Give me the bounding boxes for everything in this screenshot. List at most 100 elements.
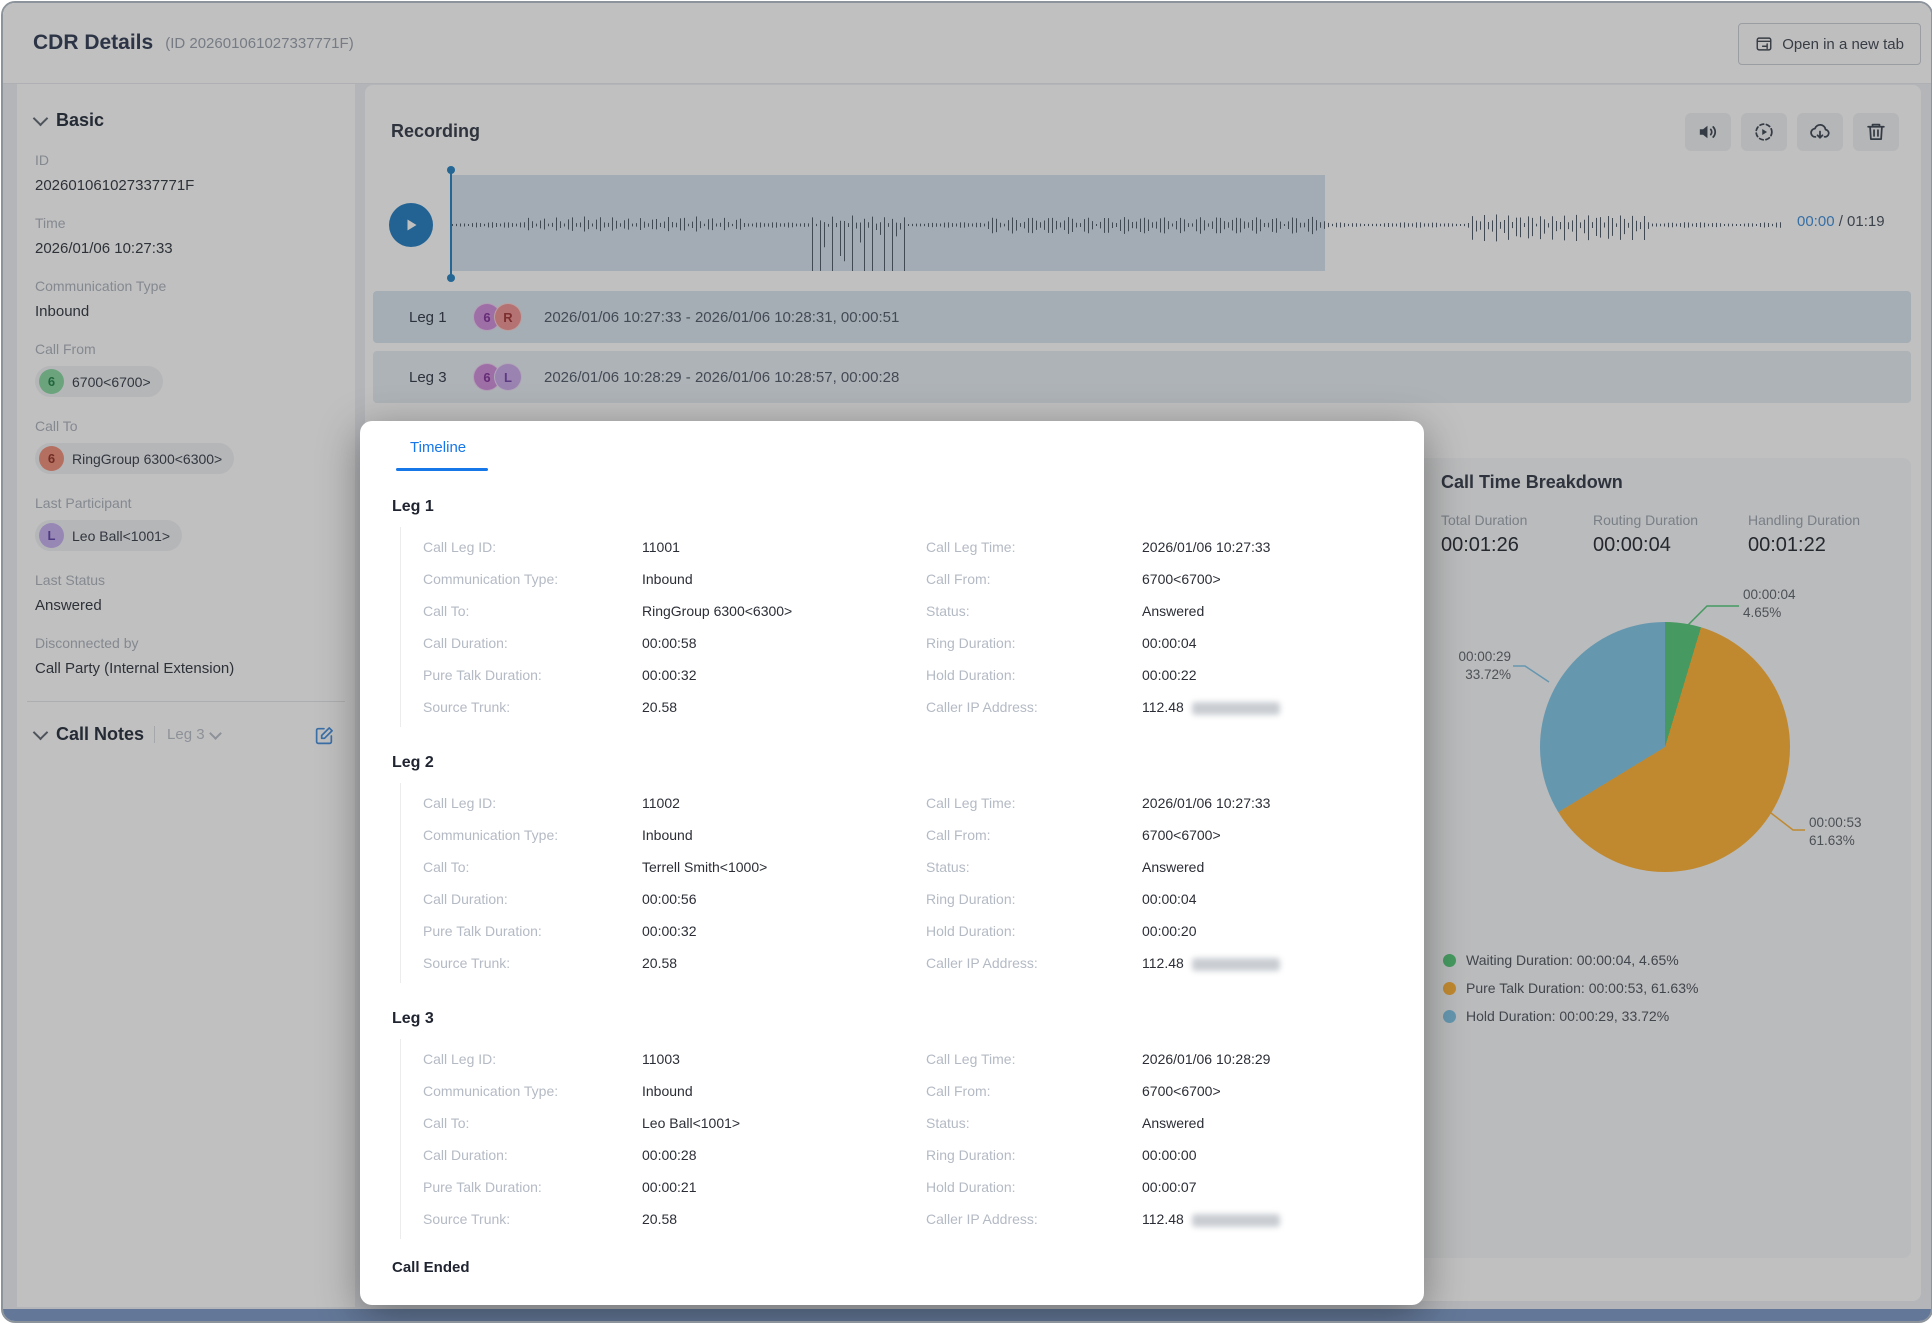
waveform[interactable] bbox=[447, 166, 1785, 282]
field-label: Status: bbox=[926, 859, 970, 875]
playback-time: 00:00 / 01:19 bbox=[1797, 213, 1885, 230]
field-value: Leo Ball<1001> bbox=[642, 1115, 741, 1131]
field-label: Last Participant bbox=[35, 495, 132, 511]
delete-icon bbox=[1864, 120, 1888, 144]
field-label: Call To: bbox=[423, 603, 470, 619]
field-row: Source Trunk: 20.58 Caller IP Address: 112.… bbox=[423, 691, 1388, 723]
pie-callout: 00:00:29 33.72% bbox=[1458, 649, 1511, 682]
pie-callout: 00:00:04 4.65% bbox=[1743, 587, 1796, 620]
field-label: Hold Duration: bbox=[926, 667, 1016, 683]
field-value: Answered bbox=[1142, 1115, 1205, 1131]
download-button[interactable] bbox=[1797, 113, 1843, 151]
call-notes-leg-selector[interactable]: Leg 3 bbox=[154, 726, 222, 743]
chevron-down-icon bbox=[32, 724, 49, 741]
pie-callout: 00:00:53 61.63% bbox=[1809, 815, 1862, 848]
field-row: Call Duration: 00:00:58 Ring Duration: 00:0… bbox=[423, 627, 1388, 659]
field-label: Call To: bbox=[423, 859, 470, 875]
field-value: 11001 bbox=[642, 539, 680, 555]
field-label: Call Duration: bbox=[423, 891, 508, 907]
page-title: CDR Details bbox=[33, 31, 154, 54]
legend-label: Pure Talk Duration: 00:00:53, 61.63% bbox=[1466, 980, 1699, 996]
playhead-cursor[interactable] bbox=[447, 166, 455, 282]
playback-speed-button[interactable] bbox=[1741, 113, 1787, 151]
call-ended-label: Call Ended bbox=[392, 1259, 470, 1276]
delete-button[interactable] bbox=[1853, 113, 1899, 151]
legend-dot-icon bbox=[1443, 981, 1456, 995]
bottom-accent-bar bbox=[3, 1309, 1931, 1321]
field-label: Call Duration: bbox=[423, 635, 508, 651]
timeline-modal: Timeline Leg 1 Call Leg ID: 11001 Call Leg … bbox=[360, 421, 1424, 1305]
edit-note-icon[interactable] bbox=[314, 725, 335, 751]
field-row: Communication Type: Inbound Call From: 6700… bbox=[423, 563, 1388, 595]
caller-ip-redacted bbox=[1191, 701, 1280, 715]
field-row: Call To: RingGroup 6300<6300> Status: Answe… bbox=[423, 595, 1388, 627]
call-notes-title: Call Notes bbox=[56, 724, 145, 744]
recording-title: Recording bbox=[391, 121, 481, 141]
basic-section-title: Basic bbox=[56, 110, 105, 130]
legend-item[interactable]: Pure Talk Duration: 00:00:53, 61.63% bbox=[1443, 980, 1698, 996]
field-value: Answered bbox=[1142, 603, 1205, 619]
open-in-new-tab-label: Open in a new tab bbox=[1782, 35, 1904, 53]
legend-item[interactable]: Hold Duration: 00:00:29, 33.72% bbox=[1443, 1008, 1698, 1024]
leg-row-period: 2026/01/06 10:27:33 - 2026/01/06 10:28:3… bbox=[544, 308, 900, 326]
field-label: Communication Type bbox=[35, 278, 167, 294]
recording-toolbar bbox=[1685, 113, 1899, 151]
open-in-new-tab-button[interactable]: Open in a new tab bbox=[1738, 23, 1921, 65]
field-label: Call Leg ID: bbox=[423, 539, 497, 555]
field-value: 6700<6700> bbox=[1142, 571, 1221, 587]
legend-item[interactable]: Waiting Duration: 00:00:04, 4.65% bbox=[1443, 952, 1698, 968]
contact-chip-label: 6700<6700> bbox=[72, 373, 151, 390]
field-value: 20.58 bbox=[642, 1211, 678, 1227]
field-label: Call To: bbox=[423, 1115, 470, 1131]
field-label: Pure Talk Duration: bbox=[423, 667, 542, 683]
field-value: Inbound bbox=[642, 571, 693, 587]
breakdown-title: Call Time Breakdown bbox=[1441, 472, 1623, 492]
volume-icon bbox=[1696, 120, 1720, 144]
field-label: Call Leg Time: bbox=[926, 1051, 1016, 1067]
leg-row-label: Leg 3 bbox=[409, 368, 447, 386]
leg-row[interactable]: Leg 3 6 L 2026/01/06 10:28:29 - 2026/01/06 … bbox=[373, 351, 1911, 403]
modal-legs: Leg 1 Call Leg ID: 11001 Call Leg Time: 2026… bbox=[384, 498, 1388, 1239]
field-label: Last Status bbox=[35, 572, 106, 588]
legend-label: Waiting Duration: 00:00:04, 4.65% bbox=[1466, 952, 1679, 968]
field-value: 00:00:04 bbox=[1142, 635, 1197, 651]
field-label: ID bbox=[35, 152, 49, 168]
tab-timeline[interactable]: Timeline bbox=[410, 439, 467, 456]
time-current: 00:00 bbox=[1797, 213, 1835, 230]
waveform-bars bbox=[452, 214, 1781, 271]
field-value: 2026/01/06 10:27:33 bbox=[35, 240, 173, 257]
field-value: 2026/01/06 10:27:33 bbox=[1142, 539, 1271, 555]
field-label: Status: bbox=[926, 603, 970, 619]
tab-active-underline bbox=[396, 468, 488, 471]
stat-label: Total Duration bbox=[1441, 512, 1528, 528]
basic-section-header[interactable]: Basic bbox=[32, 110, 339, 131]
field-value: Call Party (Internal Extension) bbox=[35, 660, 235, 677]
field-row: Communication Type: Inbound Call From: 6700… bbox=[423, 819, 1388, 851]
pie-chart[interactable] bbox=[1540, 622, 1790, 872]
field-value: 20.58 bbox=[642, 955, 678, 971]
field-label: Caller IP Address: bbox=[926, 955, 1038, 971]
leg-row[interactable]: Leg 1 6 R 2026/01/06 10:27:33 - 2026/01/06 … bbox=[373, 291, 1911, 343]
call-notes-row: Call Notes Leg 3 bbox=[32, 724, 339, 745]
volume-button[interactable] bbox=[1685, 113, 1731, 151]
avatar: L bbox=[39, 523, 64, 548]
field-value: 00:00:21 bbox=[642, 1179, 697, 1195]
leg-row-period: 2026/01/06 10:28:29 - 2026/01/06 10:28:5… bbox=[544, 368, 900, 386]
sidebar-fields: ID 202601061027337771F Time 2026/01/06 10:2… bbox=[35, 152, 339, 677]
field-value: 11002 bbox=[642, 795, 680, 811]
play-button[interactable] bbox=[389, 203, 433, 247]
pie-legend: Waiting Duration: 00:00:04, 4.65% Pure Ta… bbox=[1443, 952, 1698, 1024]
field-value: 11003 bbox=[642, 1051, 680, 1067]
field-label: Time bbox=[35, 215, 66, 231]
avatar: L bbox=[494, 363, 522, 391]
field-label: Hold Duration: bbox=[926, 923, 1016, 939]
field-label: Call Leg Time: bbox=[926, 795, 1016, 811]
modal-leg-title: Leg 2 bbox=[392, 754, 434, 771]
avatar: 6 bbox=[39, 369, 64, 394]
field-value: 00:00:00 bbox=[1142, 1147, 1197, 1163]
field-row: Call To: Leo Ball<1001> Status: Answered bbox=[423, 1107, 1388, 1139]
field-label: Communication Type: bbox=[423, 827, 559, 843]
field-value: 00:00:28 bbox=[642, 1147, 697, 1163]
field-row: Call Leg ID: 11002 Call Leg Time: 2026/01/0… bbox=[423, 787, 1388, 819]
